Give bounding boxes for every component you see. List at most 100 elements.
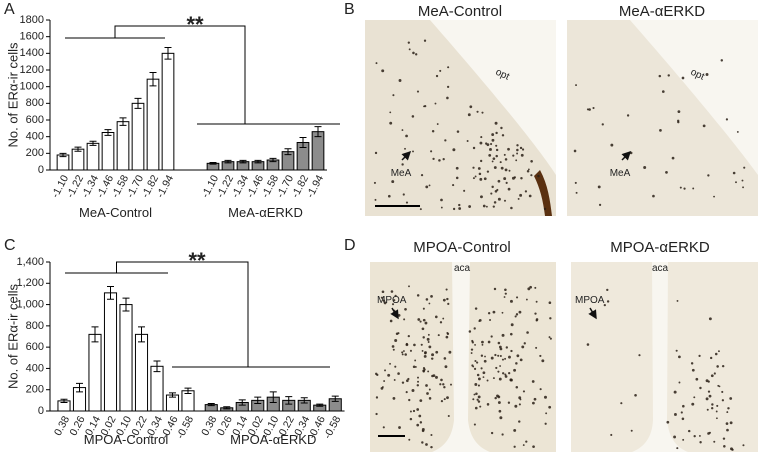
cell-dot (517, 197, 520, 200)
bar (88, 333, 102, 412)
significance: ** (186, 12, 204, 37)
cell-dot (725, 118, 729, 121)
cell-dot (530, 159, 533, 163)
cell-dot (499, 161, 502, 164)
image-title: MPOA-αERKD (610, 239, 710, 256)
y-tick-label: 600 (26, 114, 44, 126)
cell-dot (475, 392, 478, 396)
cell-dot (484, 355, 486, 358)
panel-label: B (344, 1, 355, 18)
cell-dot (721, 399, 725, 402)
cell-dot (478, 319, 482, 322)
cell-dot (455, 166, 459, 170)
cell-dot (691, 402, 695, 406)
cell-dot (427, 341, 430, 343)
cell-dot (518, 310, 522, 314)
cell-dot (508, 372, 511, 375)
error-bar (104, 129, 112, 136)
cell-dot (405, 134, 408, 138)
cell-dot (592, 106, 595, 110)
error-bar (285, 396, 293, 405)
error-bar (91, 326, 99, 343)
cell-dot (499, 365, 502, 367)
cell-dot (586, 108, 589, 111)
cell-dot (491, 185, 494, 189)
cell-dot (446, 85, 450, 89)
arrow (588, 307, 597, 320)
cell-dot (408, 48, 411, 51)
cell-dot (452, 207, 456, 211)
cell-dot (716, 404, 719, 407)
cell-dot (519, 193, 523, 197)
bar (116, 121, 130, 171)
cell-dot (525, 440, 528, 443)
cell-dot (575, 191, 578, 194)
cell-dot (682, 438, 685, 441)
cell-dot (501, 333, 505, 337)
cell-dot (430, 150, 433, 153)
cell-dot (490, 335, 493, 338)
cell-dot (452, 148, 456, 152)
cell-dot (510, 323, 514, 327)
cell-dot (516, 148, 519, 152)
cell-dot (504, 375, 508, 378)
cell-dot (443, 398, 446, 401)
cell-dot (422, 370, 425, 373)
cell-dot (726, 411, 729, 413)
cell-dot (442, 298, 446, 302)
cell-dot (515, 159, 518, 162)
cell-dot (480, 136, 483, 139)
cell-dot (439, 69, 442, 72)
cell-dot (716, 365, 719, 368)
cell-dot (503, 153, 506, 156)
cell-dot (431, 353, 435, 357)
cell-dot (673, 390, 677, 394)
cell-dot (469, 105, 473, 109)
cell-dot (455, 176, 459, 180)
cell-dot (510, 206, 513, 210)
cell-dot (503, 199, 507, 202)
cell-dot (490, 192, 493, 195)
y-tick-label: 200 (26, 384, 44, 396)
cell-dot (493, 287, 497, 291)
cell-dot (535, 300, 538, 303)
cell-dot (482, 376, 485, 379)
cell-dot (723, 445, 726, 448)
cell-dot (423, 105, 425, 108)
cell-dot (375, 412, 378, 416)
cell-dot (440, 206, 443, 209)
error-bar (60, 398, 68, 403)
cell-dot (421, 428, 425, 431)
cell-dot (495, 366, 498, 370)
cell-dot (729, 421, 733, 425)
cell-dot (403, 318, 406, 321)
cell-dot (588, 108, 591, 111)
cell-dot (483, 177, 487, 181)
cell-dot (525, 298, 528, 301)
cell-dot (382, 299, 386, 302)
cell-dot (533, 397, 537, 401)
cell-dot (690, 362, 694, 365)
cell-dot (416, 408, 420, 411)
error-bar (59, 152, 67, 158)
cell-dot (425, 298, 429, 301)
cell-dot (507, 355, 511, 359)
cell-dot (515, 313, 519, 316)
bar (119, 304, 133, 412)
error-bar (254, 396, 262, 405)
panel-label: D (344, 237, 356, 254)
cell-dot (387, 194, 391, 198)
edge (534, 170, 552, 216)
cell-dot (491, 160, 494, 163)
cell-dot (522, 444, 525, 446)
cell-dot (681, 417, 685, 421)
cell-dot (575, 84, 577, 87)
cell-dot (502, 372, 505, 375)
cell-dot (374, 151, 378, 155)
cell-dot (504, 373, 507, 376)
cell-dot (494, 189, 498, 193)
cell-dot (458, 203, 461, 207)
cell-dot (682, 404, 685, 408)
error-bar (169, 392, 176, 398)
cell-dot (516, 354, 520, 358)
